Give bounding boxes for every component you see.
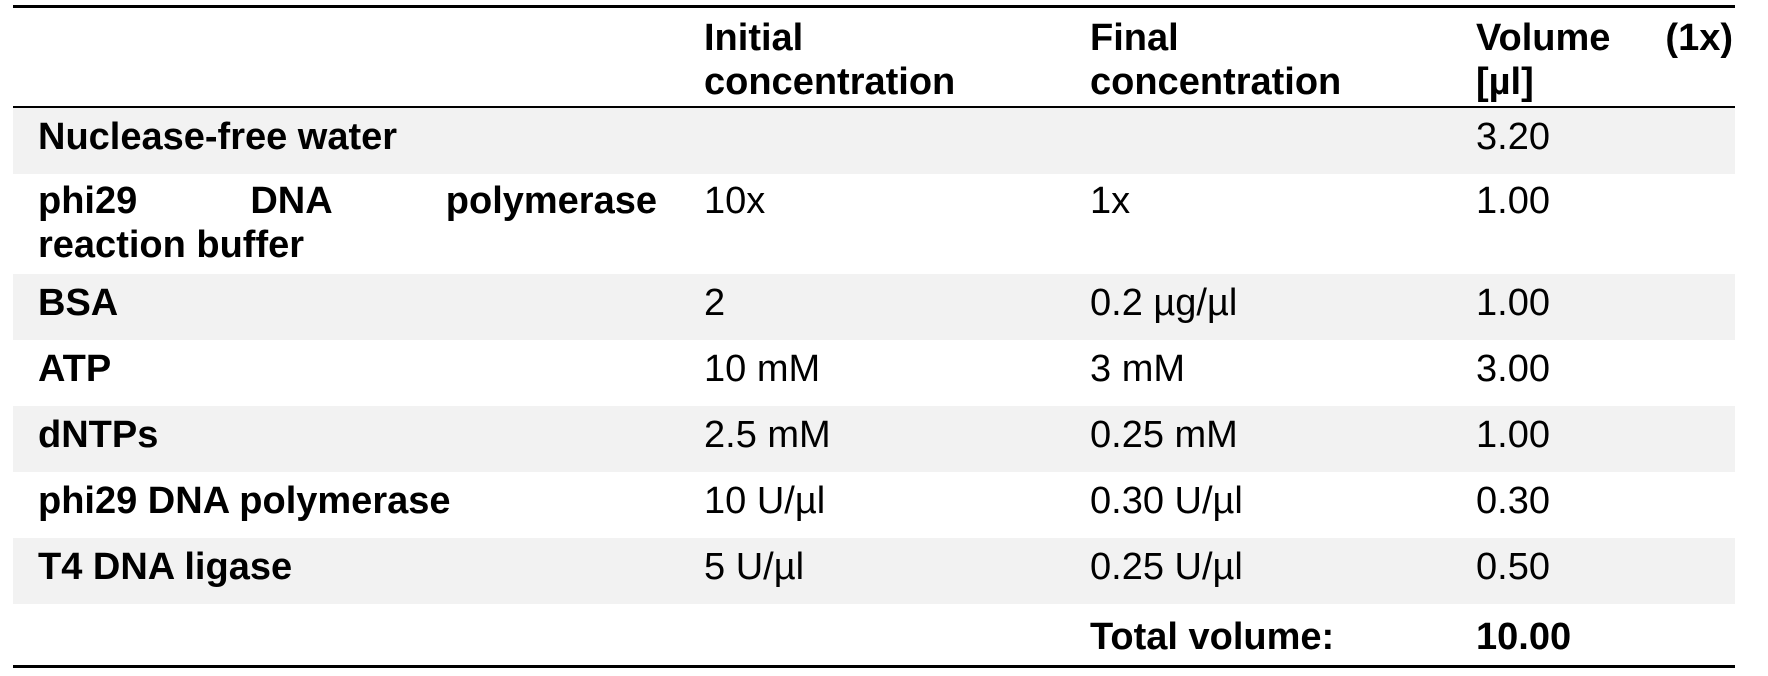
table-row: Nuclease-free water 3.20 [13, 108, 1735, 174]
component-cell: Nuclease-free water [38, 116, 398, 158]
component-cell: dNTPs [38, 414, 159, 456]
total-empty-cell [673, 604, 1059, 665]
volume-cell: 0.50 [1476, 546, 1550, 588]
final-cell: 1x [1090, 180, 1131, 222]
table-total-row: Total volume: 10.00 [13, 604, 1735, 665]
header-volume-line1: Volume (1x) [1476, 16, 1735, 60]
header-final-line2: concentration [1090, 61, 1342, 103]
table-row: ATP 10 mM 3 mM 3.00 [13, 340, 1735, 406]
volume-cell: 1.00 [1476, 414, 1550, 456]
header-volume-multiplier: (1x) [1665, 17, 1733, 59]
final-cell: 0.2 µg/µl [1090, 282, 1238, 324]
final-cell: 0.25 mM [1090, 414, 1238, 456]
initial-cell: 10 mM [704, 348, 821, 390]
component-cell: phi29 DNA polymerase [38, 480, 451, 522]
volume-cell: 3.00 [1476, 348, 1550, 390]
initial-cell [673, 108, 1059, 174]
table-row: phi29 DNA polymerase reaction buffer 10x… [13, 174, 1735, 274]
total-empty-cell [13, 604, 673, 665]
component-word: phi29 [38, 180, 138, 222]
component-cell: T4 DNA ligase [38, 546, 293, 588]
header-final-concentration: Final concentration [1059, 16, 1445, 106]
table-row: dNTPs 2.5 mM 0.25 mM 1.00 [13, 406, 1735, 472]
table-bottom-rule [13, 665, 1735, 668]
reaction-mix-table: Initial concentration Final concentratio… [13, 5, 1735, 668]
volume-cell: 1.00 [1476, 282, 1550, 324]
initial-cell: 2.5 mM [704, 414, 831, 456]
component-line2: reaction buffer [38, 224, 305, 266]
final-cell: 0.30 U/µl [1090, 480, 1243, 522]
initial-cell: 10 U/µl [704, 480, 826, 522]
table-header-row: Initial concentration Final concentratio… [13, 8, 1735, 106]
volume-cell: 1.00 [1476, 180, 1550, 222]
component-word: polymerase [445, 180, 657, 222]
table-row: T4 DNA ligase 5 U/µl 0.25 U/µl 0.50 [13, 538, 1735, 604]
initial-cell: 2 [704, 282, 726, 324]
header-initial-line1: Initial [704, 17, 804, 59]
total-volume-label: Total volume: [1090, 616, 1335, 658]
header-initial-concentration: Initial concentration [673, 16, 1059, 106]
total-volume-value: 10.00 [1476, 616, 1572, 658]
header-final-line1: Final [1090, 17, 1179, 59]
component-cell: BSA [38, 282, 119, 324]
table-header-rule [13, 106, 1735, 108]
initial-cell: 5 U/µl [704, 546, 805, 588]
component-line1: phi29 DNA polymerase [38, 179, 657, 223]
table-row: phi29 DNA polymerase 10 U/µl 0.30 U/µl 0… [13, 472, 1735, 538]
final-cell: 0.25 U/µl [1090, 546, 1243, 588]
final-cell [1059, 108, 1445, 174]
component-cell: ATP [38, 348, 112, 390]
component-cell: phi29 DNA polymerase reaction buffer [13, 174, 673, 274]
volume-cell: 3.20 [1476, 116, 1550, 158]
header-volume: Volume (1x) [µl] [1445, 16, 1735, 106]
initial-cell: 10x [704, 180, 766, 222]
table-row: BSA 2 0.2 µg/µl 1.00 [13, 274, 1735, 340]
header-component-cell [13, 16, 673, 106]
volume-cell: 0.30 [1476, 480, 1550, 522]
table-top-rule [13, 5, 1735, 8]
final-cell: 3 mM [1090, 348, 1185, 390]
header-initial-line2: concentration [704, 61, 956, 103]
header-volume-word: Volume [1476, 17, 1611, 59]
component-word: DNA [250, 180, 333, 222]
header-volume-unit: [µl] [1476, 61, 1534, 103]
